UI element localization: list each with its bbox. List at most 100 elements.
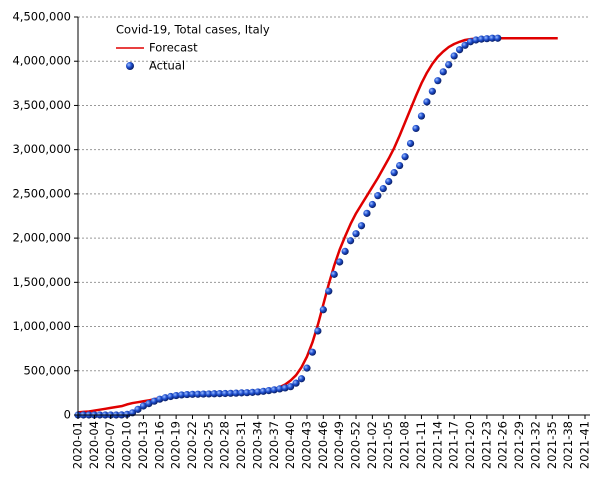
x-tick-label: 2020-04 — [87, 421, 101, 469]
x-tick-label: 2021-11 — [414, 421, 428, 469]
data-point — [156, 395, 164, 403]
legend: Covid-19, Total cases, Italy Forecast Act… — [116, 23, 270, 73]
x-tick-label: 2021-41 — [578, 421, 592, 469]
x-tick-label: 2020-13 — [136, 421, 150, 469]
x-tick-label: 2021-08 — [398, 421, 412, 469]
data-point — [445, 61, 453, 69]
data-point — [303, 364, 311, 372]
data-point — [341, 247, 349, 255]
x-tick-label: 2020-43 — [299, 421, 313, 469]
data-point — [161, 394, 169, 402]
data-point — [352, 230, 360, 238]
y-tick-label: 1,000,000 — [12, 319, 71, 333]
data-point — [346, 237, 355, 245]
y-tick-label: 500,000 — [23, 363, 71, 377]
x-tick-label: 2020-40 — [283, 421, 297, 469]
data-point — [232, 389, 240, 397]
x-tick-label: 2021-26 — [496, 421, 510, 469]
data-point — [297, 375, 306, 383]
x-tick-label: 2020-16 — [152, 421, 166, 469]
y-tick-label: 2,000,000 — [12, 231, 71, 245]
x-tick-label: 2020-34 — [250, 421, 264, 469]
data-point — [472, 36, 480, 44]
data-point — [227, 389, 235, 397]
x-tick-label: 2020-10 — [120, 421, 134, 469]
data-point — [456, 46, 464, 54]
x-tick-label: 2020-28 — [218, 421, 232, 469]
data-point — [270, 386, 278, 394]
data-point — [292, 379, 300, 387]
x-tick-label: 2020-52 — [349, 421, 363, 469]
data-point — [494, 34, 502, 42]
y-tick-label: 3,000,000 — [12, 142, 71, 156]
x-tick-label: 2020-37 — [267, 421, 281, 469]
data-point — [390, 169, 398, 177]
data-point — [488, 34, 496, 42]
data-point — [139, 402, 148, 410]
data-point — [319, 306, 327, 314]
data-point — [265, 386, 273, 395]
data-point — [461, 41, 469, 49]
data-point — [363, 209, 371, 217]
y-tick-label: 0 — [64, 408, 71, 422]
legend-marker — [126, 62, 134, 70]
x-tick-label: 2021-17 — [447, 421, 461, 469]
data-point — [483, 35, 491, 43]
data-point — [417, 112, 426, 120]
y-tick-label: 4,500,000 — [12, 10, 71, 24]
legend-label: Actual — [149, 59, 185, 73]
data-point — [439, 68, 447, 76]
data-point — [406, 139, 415, 148]
x-tick-label: 2021-23 — [479, 421, 493, 469]
data-point — [396, 161, 404, 170]
data-point — [368, 200, 376, 209]
x-tick-label: 2020-25 — [201, 421, 215, 469]
data-point — [308, 348, 317, 356]
y-tick-label: 4,000,000 — [12, 54, 71, 68]
data-point — [188, 390, 197, 398]
data-point — [210, 390, 218, 398]
data-point — [401, 153, 409, 161]
chart-title: Covid-19, Total cases, Italy — [116, 23, 270, 37]
data-point — [379, 184, 387, 193]
data-point — [423, 98, 431, 106]
data-point — [287, 383, 295, 391]
data-point — [237, 389, 246, 397]
x-tick-label: 2021-29 — [512, 421, 526, 469]
data-point — [412, 124, 420, 133]
x-tick-label: 2020-46 — [316, 421, 330, 469]
x-tick-label: 2020-31 — [234, 421, 248, 469]
data-point — [150, 397, 158, 405]
data-point — [145, 399, 153, 408]
y-tick-label: 3,500,000 — [12, 98, 71, 112]
y-tick-label: 2,500,000 — [12, 186, 71, 200]
x-tick-label: 2021-32 — [528, 421, 542, 469]
data-point — [466, 38, 475, 46]
data-point — [276, 385, 284, 393]
forecast-line — [77, 36, 558, 414]
x-tick-label: 2020-07 — [103, 421, 117, 469]
data-point — [314, 327, 322, 335]
data-point — [336, 258, 344, 266]
data-point — [325, 287, 333, 295]
data-point — [254, 388, 262, 396]
data-point — [385, 177, 393, 186]
x-tick-label: 2021-02 — [365, 421, 379, 469]
x-tick-label: 2020-22 — [185, 421, 199, 469]
data-point — [243, 389, 251, 397]
data-point — [259, 387, 267, 395]
x-tick-label: 2020-01 — [71, 421, 85, 469]
data-point — [357, 222, 366, 230]
data-point — [450, 52, 458, 60]
data-point — [248, 388, 257, 396]
data-point — [172, 391, 180, 400]
data-point — [194, 390, 202, 398]
data-point — [183, 390, 191, 399]
x-tick-label: 2020-49 — [332, 421, 346, 469]
data-point — [205, 390, 213, 398]
data-point — [428, 87, 436, 95]
y-tick-label: 1,500,000 — [12, 275, 71, 289]
data-point — [123, 410, 131, 418]
data-point — [477, 35, 486, 43]
data-point — [216, 389, 224, 398]
